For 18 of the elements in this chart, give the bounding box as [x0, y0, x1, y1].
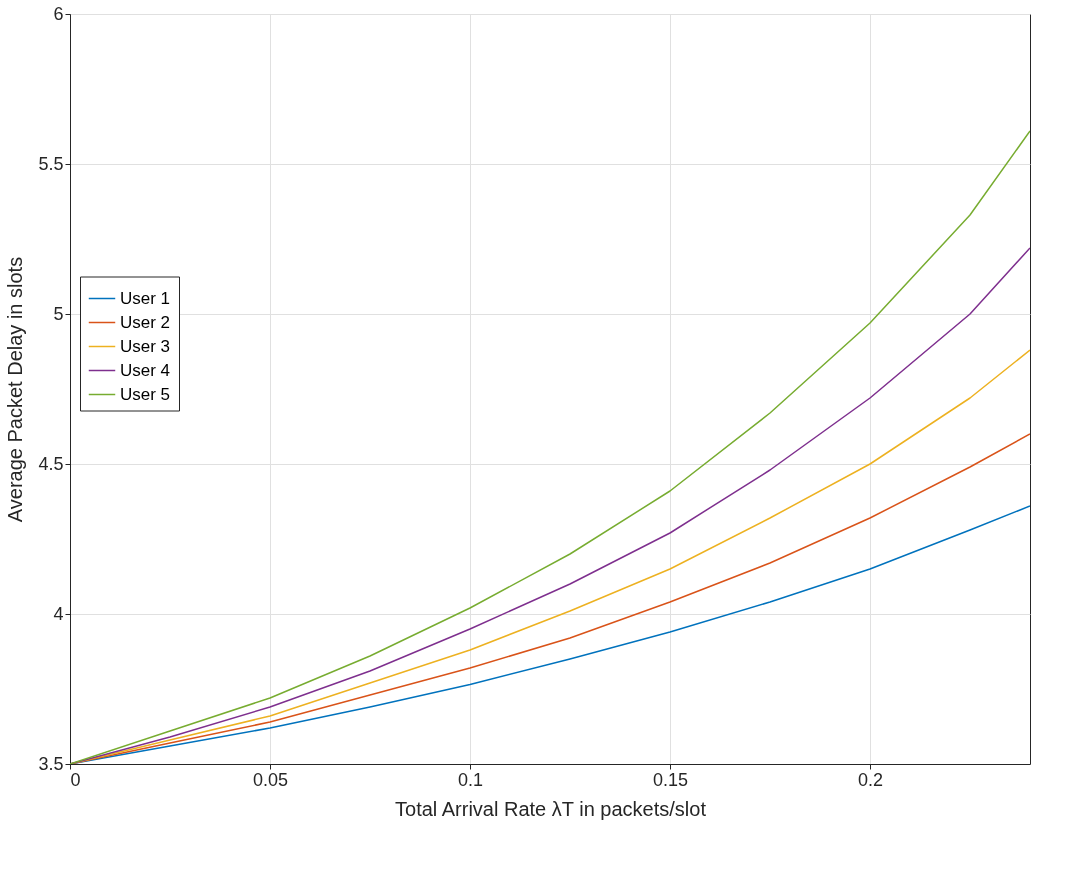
legend-label: User 2	[120, 312, 171, 332]
x-tick-label: 0.15	[652, 769, 689, 790]
y-axis-title: Average Packet Delay in slots	[4, 256, 27, 523]
legend-label: User 1	[120, 288, 171, 308]
y-tick-label: 3.5	[38, 753, 64, 774]
legend-label: User 5	[120, 384, 171, 404]
y-tick-label: 4	[53, 603, 64, 624]
y-tick-label: 4.5	[38, 453, 64, 474]
legend-label: User 4	[120, 360, 171, 380]
legend-label: User 3	[120, 336, 171, 356]
x-tick-label: 0.2	[857, 769, 884, 790]
x-tick-label: 0.05	[252, 769, 289, 790]
x-tick-label: 0.1	[457, 769, 484, 790]
y-tick-label: 6	[53, 3, 64, 24]
y-tick-label: 5	[53, 303, 64, 324]
x-tick-label: 0	[70, 769, 81, 790]
x-axis-title: Total Arrival Rate λT in packets/slot	[395, 797, 707, 820]
y-tick-label: 5.5	[38, 153, 64, 174]
